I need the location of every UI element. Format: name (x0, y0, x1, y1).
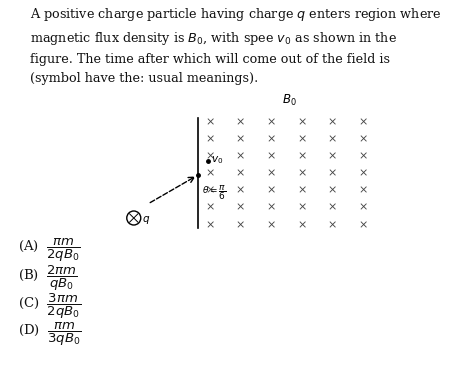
Text: ×: × (205, 117, 215, 127)
Text: ×: × (328, 134, 337, 144)
Text: ×: × (358, 220, 368, 230)
Text: ×: × (297, 151, 307, 161)
Text: ×: × (205, 220, 215, 230)
Text: ×: × (297, 134, 307, 144)
Text: ×: × (205, 203, 215, 213)
Text: ×: × (236, 117, 245, 127)
Text: ×: × (266, 117, 276, 127)
Text: ×: × (358, 186, 368, 196)
Text: ×: × (205, 134, 215, 144)
Text: (C)  $\dfrac{3\pi m}{2qB_0}$: (C) $\dfrac{3\pi m}{2qB_0}$ (18, 291, 81, 321)
Text: ×: × (328, 168, 337, 179)
Text: ×: × (236, 151, 245, 161)
Text: ×: × (328, 203, 337, 213)
Text: ×: × (205, 168, 215, 179)
Text: ×: × (328, 220, 337, 230)
Text: ×: × (236, 220, 245, 230)
Text: (B)  $\dfrac{2\pi m}{qB_0}$: (B) $\dfrac{2\pi m}{qB_0}$ (18, 264, 78, 293)
Text: ×: × (358, 134, 368, 144)
Text: $\theta=\dfrac{\pi}{6}$: $\theta=\dfrac{\pi}{6}$ (202, 183, 226, 202)
Text: A positive charge particle having charge $q$ enters region where
magnetic flux d: A positive charge particle having charge… (30, 6, 442, 85)
Text: ×: × (358, 203, 368, 213)
Text: ×: × (328, 186, 337, 196)
Text: ×: × (297, 186, 307, 196)
Text: $B_0$: $B_0$ (282, 93, 297, 108)
Text: ×: × (205, 151, 215, 161)
Text: ×: × (236, 134, 245, 144)
Text: ×: × (266, 203, 276, 213)
Text: $q$: $q$ (142, 214, 150, 226)
Text: ×: × (358, 117, 368, 127)
Text: (D)  $\dfrac{\pi m}{3qB_0}$: (D) $\dfrac{\pi m}{3qB_0}$ (18, 320, 82, 347)
Text: ×: × (236, 186, 245, 196)
Text: (A)  $\dfrac{\pi m}{2qB_0}$: (A) $\dfrac{\pi m}{2qB_0}$ (18, 237, 81, 264)
Text: ×: × (266, 220, 276, 230)
Text: ×: × (236, 168, 245, 179)
Text: ×: × (236, 203, 245, 213)
Text: ×: × (297, 168, 307, 179)
Text: ×: × (205, 186, 215, 196)
Text: ×: × (358, 168, 368, 179)
Text: ×: × (297, 203, 307, 213)
Text: ×: × (297, 220, 307, 230)
Text: ×: × (266, 134, 276, 144)
Text: ×: × (297, 117, 307, 127)
Text: ×: × (266, 151, 276, 161)
Text: ×: × (328, 151, 337, 161)
Text: ×: × (266, 168, 276, 179)
Text: ×: × (328, 117, 337, 127)
Text: ×: × (358, 151, 368, 161)
Text: ×: × (266, 186, 276, 196)
Text: $v_0$: $v_0$ (211, 154, 223, 166)
Circle shape (127, 211, 141, 225)
